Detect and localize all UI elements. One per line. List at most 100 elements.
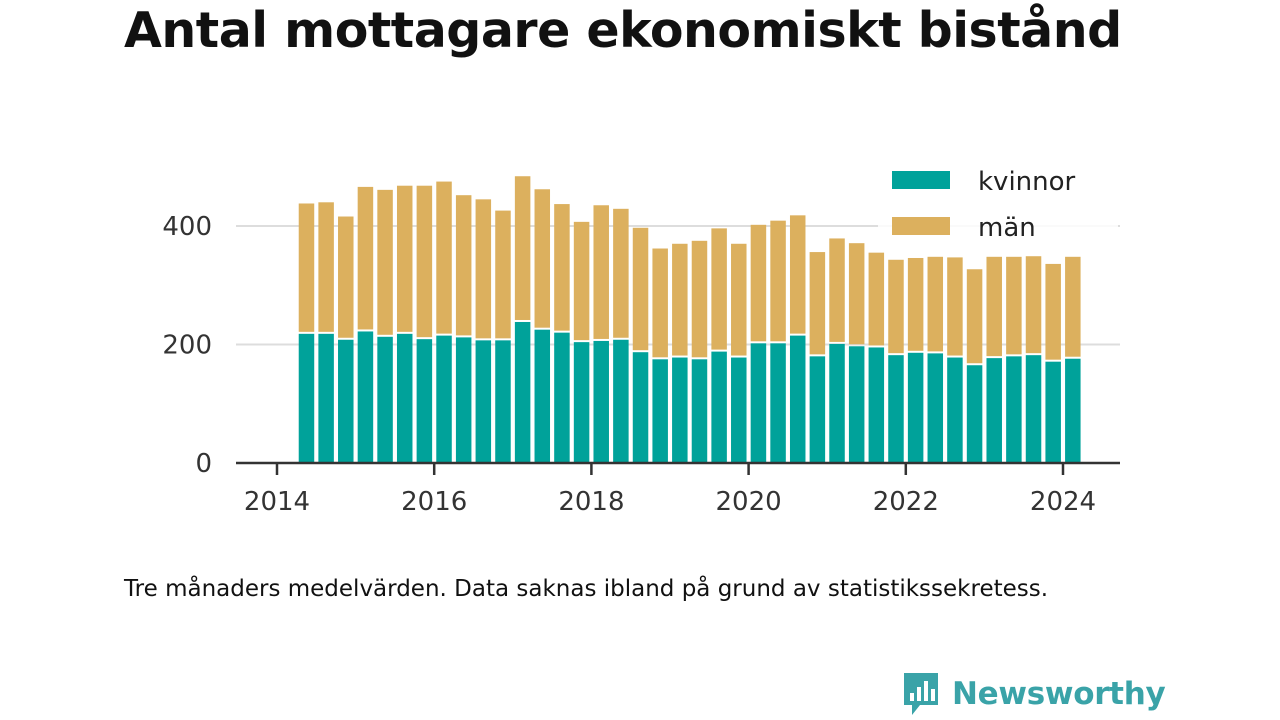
y-tick-labels: 0 200 400 (162, 212, 212, 479)
bar-kvinnor (809, 356, 826, 463)
bar-man (357, 186, 374, 330)
bar-man (593, 205, 609, 339)
bar-man (711, 228, 727, 350)
x-tick-label: 2020 (716, 487, 782, 517)
y-tick-label: 0 (195, 449, 212, 479)
bar-kvinnor (554, 332, 570, 463)
legend: kvinnor män (878, 157, 1118, 245)
newsworthy-chart-icon (904, 673, 938, 715)
bar-man (888, 259, 904, 354)
bar-kvinnor (652, 359, 668, 463)
bar-kvinnor (396, 333, 413, 463)
bar-kvinnor (731, 357, 747, 463)
bars (298, 176, 1081, 463)
bar-kvinnor (868, 347, 885, 463)
bar-kvinnor (947, 357, 963, 463)
bar-kvinnor (298, 333, 315, 463)
bar-man (947, 257, 963, 356)
x-tick-label: 2022 (873, 487, 939, 517)
bar-kvinnor (691, 359, 708, 463)
bar-man (848, 243, 865, 345)
bar-kvinnor (613, 339, 629, 463)
bar-man (1065, 256, 1081, 357)
bar-man (475, 199, 492, 339)
bar-man (770, 220, 786, 342)
bar-man (829, 238, 845, 342)
bar-man (1025, 256, 1042, 354)
x-tick-label: 2024 (1030, 487, 1096, 517)
bar-kvinnor (573, 342, 590, 463)
bar-kvinnor (416, 339, 433, 463)
chart-caption: Tre månaders medelvärden. Data saknas ib… (124, 576, 1049, 602)
bar-kvinnor (318, 333, 334, 463)
bar-kvinnor (534, 329, 551, 463)
bar-man (396, 185, 413, 332)
bar-kvinnor (632, 352, 649, 463)
bar-kvinnor (770, 343, 786, 463)
bar-man (927, 256, 944, 352)
brand-name: Newsworthy (952, 676, 1166, 712)
bar-kvinnor (672, 357, 688, 463)
bar-man (318, 202, 334, 332)
bar-man (789, 215, 806, 334)
bar-man (1045, 263, 1061, 360)
x-tick-labels: 2014 2016 2018 2020 2022 2024 (244, 487, 1096, 517)
y-tick-label: 400 (162, 212, 212, 242)
bar-man (672, 243, 688, 356)
bar-man (966, 269, 983, 364)
y-tick-label: 200 (162, 331, 212, 361)
bar-man (809, 252, 826, 355)
bar-kvinnor (711, 351, 727, 463)
bar-kvinnor (927, 353, 944, 463)
bar-man (632, 227, 649, 351)
bar-kvinnor (593, 340, 609, 463)
bar-man (731, 243, 747, 356)
bar-man (907, 257, 924, 351)
chart-title: Antal mottagare ekonomiskt bistånd (124, 2, 1122, 59)
bar-man (691, 240, 708, 358)
bar-kvinnor (888, 355, 904, 463)
bar-man (436, 181, 452, 334)
x-tick-label: 2018 (558, 487, 624, 517)
bar-kvinnor (1006, 356, 1022, 463)
bar-man (868, 252, 885, 346)
bar-kvinnor (338, 339, 354, 463)
bar-man (338, 216, 354, 338)
bar-kvinnor (848, 346, 865, 463)
bar-kvinnor (966, 365, 983, 463)
legend-label-kvinnor: kvinnor (978, 167, 1076, 197)
bar-man (495, 210, 511, 339)
bar-man (455, 195, 472, 336)
bar-man (298, 203, 315, 332)
x-tick-label: 2014 (244, 487, 310, 517)
bar-man (377, 189, 393, 335)
bar-kvinnor (357, 331, 374, 463)
bar-man (514, 176, 531, 320)
bar-kvinnor (495, 340, 511, 463)
bar-kvinnor (1045, 361, 1061, 463)
bar-man (986, 256, 1002, 357)
legend-swatch-kvinnor-color (892, 171, 950, 189)
brand-logo: Newsworthy (900, 668, 1166, 720)
bar-kvinnor (455, 337, 472, 463)
bar-kvinnor (789, 335, 806, 463)
bar-kvinnor (514, 321, 531, 463)
bar-man (652, 248, 668, 358)
bar-man (1006, 256, 1022, 355)
bar-man (416, 185, 433, 338)
bar-man (573, 221, 590, 341)
bar-kvinnor (750, 343, 767, 463)
legend-swatch-man-color (892, 217, 950, 235)
bar-kvinnor (436, 335, 452, 463)
bar-kvinnor (829, 343, 845, 463)
bar-kvinnor (907, 352, 924, 463)
bar-kvinnor (475, 340, 492, 463)
bar-man (613, 208, 629, 338)
bar-kvinnor (986, 358, 1002, 463)
x-tick-label: 2016 (401, 487, 467, 517)
x-ticks (275, 463, 1065, 475)
legend-label-man: män (978, 213, 1036, 243)
bar-man (534, 189, 551, 328)
bar-kvinnor (1065, 358, 1081, 463)
